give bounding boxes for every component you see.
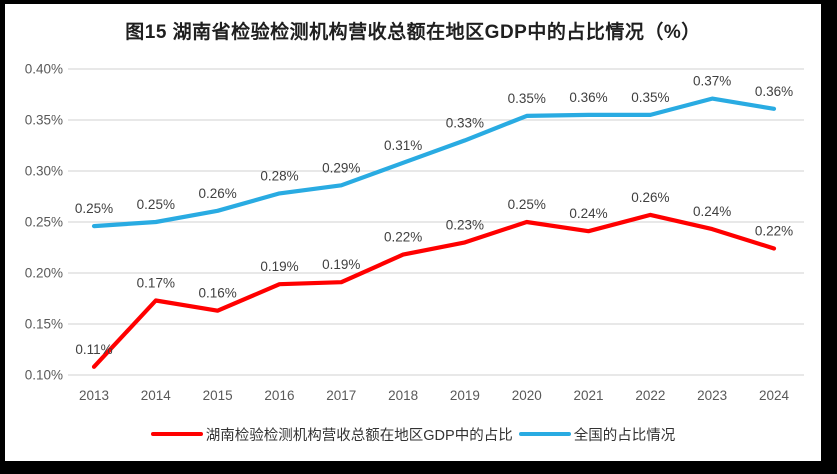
x-tick-label: 2022 [635,388,665,403]
data-label-hunan: 0.26% [631,190,669,205]
x-tick-label: 2018 [388,388,418,403]
line-chart-plot: 0.40% 0.35% 0.30% 0.25% 0.20% 0.15% 0.10% 2013 2… [25,62,804,403]
x-tick-label: 2017 [326,388,356,403]
y-tick-label: 0.25% [25,215,63,230]
series-line-hunan [91,212,777,369]
legend-item-national: 全国的占比情况 [518,424,676,445]
x-tick-label: 2023 [697,388,727,403]
data-label-national: 0.25% [75,201,113,216]
chart-legend: 湖南检验检测机构营收总额在地区GDP中的占比 全国的占比情况 [5,424,821,444]
chart-container: 图15 湖南省检验检测机构营收总额在地区GDP中的占比情况（%） 0.40% 0.… [5,4,821,461]
series-line-national [91,96,777,229]
y-tick-label: 0.15% [25,317,63,332]
data-label-hunan: 0.25% [508,197,546,212]
y-tick-label: 0.20% [25,266,63,281]
data-label-national: 0.36% [755,84,793,99]
x-tick-label: 2013 [79,388,109,403]
data-label-hunan: 0.22% [755,224,793,239]
data-label-national: 0.31% [384,138,422,153]
data-label-national: 0.26% [198,186,236,201]
data-label-hunan: 0.19% [260,259,298,274]
data-label-hunan: 0.24% [569,206,607,221]
y-tick-label: 0.30% [25,164,63,179]
legend-label-hunan: 湖南检验检测机构营收总额在地区GDP中的占比 [205,427,513,444]
data-label-hunan: 0.16% [198,286,236,301]
data-label-hunan: 0.23% [446,217,484,232]
data-label-national: 0.35% [508,91,546,106]
x-tick-label: 2019 [450,388,480,403]
y-tick-label: 0.35% [25,113,63,128]
data-label-hunan: 0.19% [322,257,360,272]
x-tick-label: 2016 [264,388,294,403]
data-label-hunan: 0.17% [137,276,175,291]
x-tick-label: 2021 [574,388,604,403]
data-label-national: 0.25% [137,197,175,212]
data-label-hunan: 0.22% [384,230,422,245]
legend-label-national: 全国的占比情况 [573,427,676,444]
data-label-hunan: 0.24% [693,204,731,219]
x-tick-label: 2024 [759,388,790,403]
y-tick-label: 0.10% [25,368,63,383]
data-label-national: 0.37% [693,74,731,89]
data-label-hunan: 0.11% [75,342,112,357]
data-label-national: 0.33% [446,115,484,130]
x-tick-label: 2020 [512,388,542,403]
x-tick-label: 2015 [203,388,233,403]
legend-swatch-national-blue-line [518,432,571,436]
data-label-national: 0.29% [322,160,360,175]
y-tick-label: 0.40% [25,62,63,77]
data-label-national: 0.35% [631,90,669,105]
legend-item-hunan: 湖南检验检测机构营收总额在地区GDP中的占比 [150,424,513,445]
x-tick-label: 2014 [141,388,172,403]
chart-title: 图15 湖南省检验检测机构营收总额在地区GDP中的占比情况（%） [125,22,701,43]
data-label-national: 0.28% [260,168,298,183]
legend-swatch-hunan-red-line [150,432,203,436]
data-label-national: 0.36% [569,90,607,105]
